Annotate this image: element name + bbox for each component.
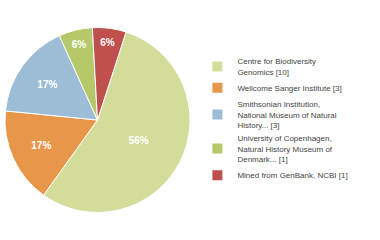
svg-text:6%: 6% xyxy=(72,39,87,50)
svg-text:Smithsonian Institution,Nation: Smithsonian Institution,National Museum … xyxy=(237,100,336,130)
svg-text:Centre for BiodiversityGenomic: Centre for BiodiversityGenomics [10] xyxy=(237,57,316,76)
svg-text:56%: 56% xyxy=(129,135,149,146)
svg-text:17%: 17% xyxy=(37,79,57,90)
svg-text:Wellcome Sanger Institute [3]: Wellcome Sanger Institute [3] xyxy=(237,84,341,93)
svg-text:17%: 17% xyxy=(31,140,51,151)
svg-text:University of Copenhagen,Natur: University of Copenhagen,Natural History… xyxy=(237,134,332,164)
svg-text:Mined from GenBank, NCBI [1]: Mined from GenBank, NCBI [1] xyxy=(237,171,347,180)
svg-text:6%: 6% xyxy=(100,37,115,48)
